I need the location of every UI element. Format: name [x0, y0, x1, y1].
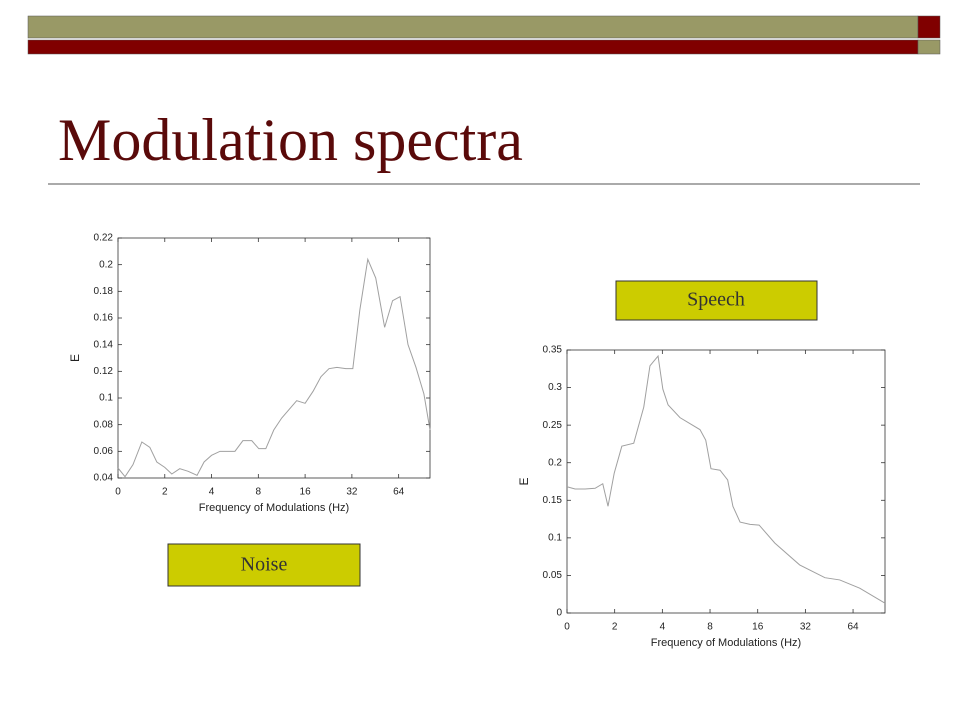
y-tick-label: 0.12 — [94, 366, 114, 377]
header-band — [27, 15, 919, 39]
header-band — [27, 39, 919, 55]
y-tick-label: 0.16 — [94, 313, 114, 324]
x-tick-label: 2 — [612, 622, 618, 633]
y-tick-label: 0.04 — [94, 473, 114, 484]
plot-area — [117, 237, 431, 479]
header-square — [917, 39, 941, 55]
y-tick-label: 0.14 — [94, 339, 114, 350]
y-tick-label: 0.2 — [99, 259, 113, 270]
y-tick-label: 0.08 — [94, 419, 114, 430]
y-axis-label: E — [68, 354, 82, 362]
header-square — [917, 15, 941, 39]
x-tick-label: 16 — [300, 487, 312, 498]
x-tick-label: 64 — [847, 622, 859, 633]
label-box — [615, 280, 818, 321]
x-axis-label: Frequency of Modulations (Hz) — [651, 637, 801, 649]
y-tick-label: 0.35 — [543, 345, 563, 356]
label-text: Noise — [241, 554, 288, 576]
y-axis-label: E — [517, 477, 531, 485]
y-tick-label: 0.2 — [548, 457, 562, 468]
x-axis-label: Frequency of Modulations (Hz) — [199, 502, 349, 514]
y-tick-label: 0.1 — [99, 393, 113, 404]
x-tick-label: 4 — [209, 487, 215, 498]
x-tick-label: 32 — [800, 622, 812, 633]
y-tick-label: 0 — [556, 608, 562, 619]
x-tick-label: 32 — [346, 487, 358, 498]
y-tick-label: 0.25 — [543, 420, 563, 431]
y-tick-label: 0.22 — [94, 233, 114, 244]
slide-title: Modulation spectra — [58, 107, 523, 173]
y-tick-label: 0.15 — [543, 495, 563, 506]
y-tick-label: 0.06 — [94, 446, 114, 457]
x-tick-label: 8 — [256, 487, 262, 498]
data-line — [117, 257, 431, 478]
y-tick-label: 0.1 — [548, 532, 562, 543]
y-tick-label: 0.3 — [548, 382, 562, 393]
x-tick-label: 16 — [752, 622, 764, 633]
x-tick-label: 64 — [393, 487, 405, 498]
x-tick-label: 0 — [564, 622, 570, 633]
data-line — [566, 354, 886, 604]
y-tick-label: 0.18 — [94, 286, 114, 297]
x-tick-label: 4 — [660, 622, 666, 633]
plot-area — [566, 349, 886, 614]
y-tick-label: 0.05 — [543, 570, 563, 581]
x-tick-label: 2 — [162, 487, 168, 498]
x-tick-label: 8 — [707, 622, 713, 633]
x-tick-label: 0 — [115, 487, 121, 498]
label-text: Speech — [687, 289, 745, 311]
label-box — [167, 543, 361, 587]
